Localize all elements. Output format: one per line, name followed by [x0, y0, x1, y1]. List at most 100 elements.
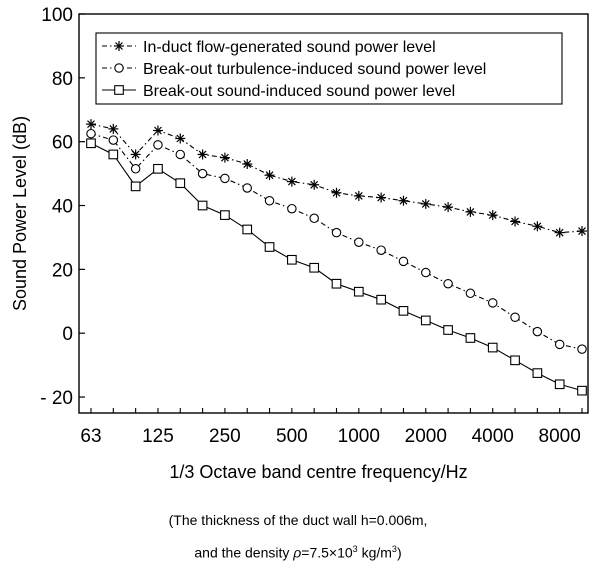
series-3-point: [86, 138, 96, 149]
caption-unit: kg/m: [357, 544, 392, 561]
caption-density-value: =7.5: [301, 544, 329, 561]
series-2-point: [354, 237, 364, 247]
series-2-point: [130, 164, 141, 174]
series-3-point: [197, 200, 208, 211]
series-3-point: [554, 379, 565, 390]
series-2-point: [331, 227, 342, 238]
series-line-2: [90, 133, 583, 350]
caption-line-1: (The thickness of the duct wall h=0.006m…: [168, 512, 428, 528]
caption-unit-exponent: 3: [391, 544, 397, 554]
x-tick-label: 250: [209, 426, 241, 447]
series-3-point: [309, 262, 320, 273]
x-tick-label: 2000: [405, 426, 447, 447]
series-3-point: [220, 210, 230, 220]
x-tick-label: 4000: [472, 426, 514, 447]
caption-line-2: and the density ρ=7.5×103 kg/m3): [0, 544, 596, 561]
legend-label-1: In-duct flow-generated sound power level: [143, 39, 436, 56]
legend-marker-1: [114, 41, 124, 51]
x-tick-label: 125: [142, 426, 174, 447]
series-3-point: [376, 294, 386, 305]
series-2-point: [376, 245, 386, 255]
series-3-point: [108, 149, 119, 160]
series-2-point: [264, 195, 275, 206]
caption-prefix: and the density: [194, 544, 294, 561]
series-2-point: [309, 213, 319, 224]
series-1-point: [443, 202, 454, 213]
series-2-point: [487, 298, 498, 308]
series-3-point: [577, 385, 587, 396]
series-3-point: [175, 178, 186, 189]
series-1-point: [309, 179, 320, 190]
series-1-point: [219, 152, 230, 163]
series-3-point: [331, 278, 342, 289]
series-1-point: [286, 176, 297, 187]
series-2-point: [554, 339, 565, 350]
y-tick-label: - 20: [40, 388, 73, 409]
y-tick-label: 40: [52, 197, 73, 218]
series-3-point: [353, 286, 364, 297]
y-axis-label: Sound Power Level (dB): [10, 116, 30, 311]
y-tick-label: 0: [62, 324, 73, 345]
series-2-point: [153, 140, 163, 150]
series-line-1: [90, 123, 583, 234]
sound-power-chart: 100 80 60 40 20 0 - 20 63 125 250 500 1000 2000 4000 8…: [10, 5, 589, 482]
series-3-point: [443, 325, 453, 335]
series-1-point: [264, 170, 275, 181]
series-3-point: [264, 242, 275, 252]
series-3-point: [242, 224, 253, 235]
caption-times: ×10: [328, 544, 353, 561]
series-2-point: [510, 312, 520, 322]
series-1-point: [242, 159, 253, 170]
series-1-point: [398, 195, 409, 206]
series-3-point: [398, 306, 409, 316]
series-2-point: [443, 278, 453, 289]
y-tick-label: 60: [52, 133, 73, 154]
caption-exponent: 3: [352, 544, 358, 554]
series-1-point: [108, 123, 119, 134]
series-2-point: [220, 173, 230, 184]
series-1-point: [510, 216, 521, 227]
series-3-point: [532, 368, 543, 378]
caption-suffix: ): [396, 544, 402, 561]
y-tick-label: 80: [52, 69, 73, 90]
series-2-point: [242, 183, 252, 193]
series-1-point: [353, 190, 364, 201]
series-1-point: [487, 210, 498, 221]
series-1-point: [376, 192, 387, 203]
series-3-point: [487, 342, 498, 353]
legend-marker-3: [114, 85, 124, 95]
series-1-point: [86, 119, 96, 130]
legend-box: [95, 32, 563, 105]
series-2-point: [577, 344, 587, 354]
series-1-point: [175, 133, 186, 144]
series-3-point: [130, 181, 141, 192]
x-tick-label: 1000: [338, 426, 380, 447]
y-tick-label: 100: [41, 5, 73, 26]
x-tick-label: 8000: [539, 426, 581, 447]
legend-marker-2: [114, 63, 124, 73]
caption-rho-symbol: ρ: [293, 544, 302, 561]
series-1-point: [420, 198, 431, 209]
series-1-point: [554, 227, 565, 238]
series-2-point: [287, 203, 297, 214]
plot-frame: [78, 13, 589, 414]
series-3-point: [420, 315, 431, 326]
series-2-point: [465, 288, 476, 299]
y-tick-label: 20: [52, 260, 73, 281]
series-1-point: [130, 149, 141, 160]
legend-label-3: Break-out sound-induced sound power leve…: [143, 83, 455, 100]
x-tick-label: 500: [276, 426, 308, 447]
series-line-3: [90, 142, 583, 392]
series-1-point: [465, 206, 476, 217]
series-3-point: [510, 355, 520, 366]
series-2-point: [197, 168, 208, 179]
series-3-point: [153, 163, 163, 174]
series-1-point: [331, 187, 342, 198]
series-1-point: [577, 226, 587, 237]
series-2-point: [175, 149, 186, 160]
series-3-point: [287, 254, 297, 265]
series-1-point: [532, 221, 543, 232]
series-2-point: [421, 267, 431, 278]
series-3-point: [465, 333, 476, 343]
series-2-point: [86, 128, 96, 139]
